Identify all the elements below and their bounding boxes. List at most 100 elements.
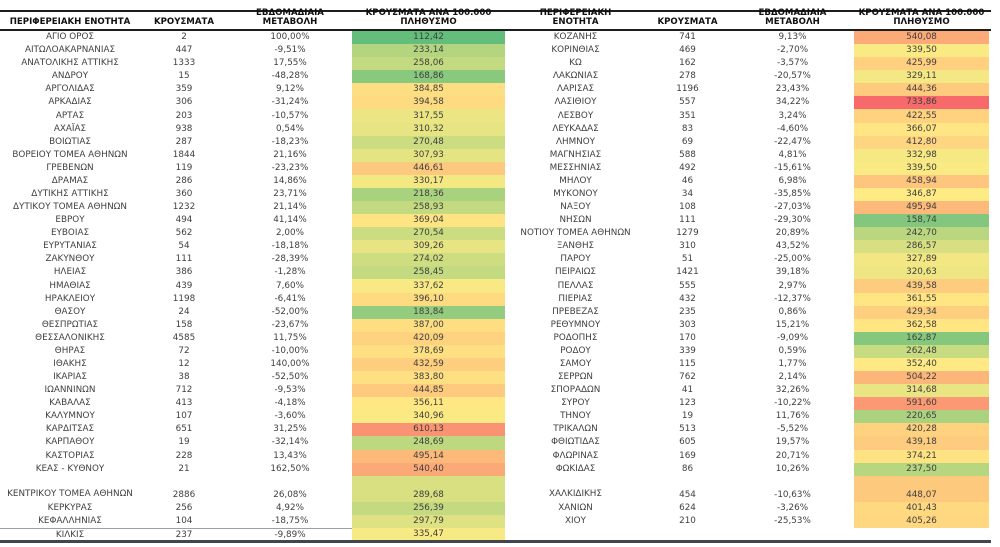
weekly-change-value: -3,60% [274,411,306,422]
cases-value: 256 [175,502,193,513]
weekly-change-value: -10,57% [271,110,309,121]
weekly-change-value: 34,22% [775,97,810,108]
table-row: ΛΑΚΩΝΙΑΣ 278 -20,57% 329,11 [507,70,991,84]
table-row: ΧΑΛΚΙΔΙΚΗΣ 454 -10,63% 448,07 [507,475,991,502]
cases-value: 83 [681,123,694,134]
table-row: ΣΥΡΟΥ 123 -10,22% 591,60 [507,397,991,411]
region-name: ΚΑΡΔΙΤΣΑΣ [45,424,95,435]
cases-per-100k-value: 495,94 [854,201,989,215]
region-name: ΕΒΡΟΥ [55,215,85,226]
cases-value: 115 [679,358,696,369]
cases-value: 228 [175,450,193,461]
cases-per-100k-value: 361,55 [854,292,989,306]
table-row: ΚΕΑΣ - ΚΥΘΝΟΥ 21 162,50% 540,40 [0,462,505,476]
cases-per-100k-value: 337,62 [352,279,505,293]
cases-per-100k-value: 220,65 [854,410,989,424]
table-row: ΔΡΑΜΑΣ 286 14,86% 330,17 [0,174,505,188]
region-name: ΚΩ [569,58,582,69]
weekly-change-value: 2,14% [778,372,807,383]
cases-value: 1196 [676,84,699,95]
cases-per-100k-value: 495,14 [352,449,505,463]
region-name: ΘΕΣΠΡΩΤΙΑΣ [41,319,99,330]
region-name: ΚΑΒΑΛΑΣ [49,398,91,409]
cases-per-100k-value: 289,68 [352,475,505,502]
cases-per-100k-value: 458,94 [854,174,989,188]
weekly-change-value: 14,86% [273,175,307,186]
region-name: ΖΑΚΥΝΘΟΥ [45,254,95,265]
region-name: ΚΕΝΤΡΙΚΟΥ ΤΟΜΕΑ ΑΘΗΝΩΝ [7,489,133,500]
region-name: ΚΙΛΚΙΣ [0,527,140,541]
cases-value: 21 [178,463,190,474]
region-name: ΘΑΣΟΥ [54,306,86,317]
table-row: ΠΕΙΡΑΙΩΣ 1421 39,18% 320,63 [507,266,991,280]
cases-per-100k-value: 237,50 [854,462,989,476]
cases-per-100k-value: 270,48 [352,135,505,149]
region-name: ΕΥΒΟΙΑΣ [50,228,90,239]
weekly-change-value: -18,23% [271,136,309,147]
cases-value: 562 [175,228,193,239]
table-row: ΕΒΡΟΥ 494 41,14% 369,04 [0,214,505,228]
cases-value: 624 [679,502,696,513]
weekly-change-value: -10,63% [774,489,811,500]
cases-value: 513 [679,424,696,435]
cases-per-100k-value: 274,02 [352,253,505,267]
region-name: ΝΗΣΩΝ [559,215,592,226]
cases-value: 588 [679,149,696,160]
weekly-change-value: -20,57% [774,71,811,82]
table-row: ΘΕΣΣΑΛΟΝΙΚΗΣ 4585 11,75% 420,09 [0,331,505,345]
cases-per-100k-value: 314,68 [854,384,989,398]
region-name: ΑΡΤΑΣ [55,110,85,121]
table-row: ΦΘΙΩΤΙΔΑΣ 605 19,57% 439,18 [507,436,991,450]
weekly-change-value: -10,00% [271,345,309,356]
cases-value: 158 [175,319,193,330]
region-name: ΣΕΡΡΩΝ [557,372,594,383]
cases-value: 104 [175,515,193,526]
header-underline-border [0,29,991,31]
table-row: ΛΑΡΙΣΑΣ 1196 23,43% 444,36 [507,83,991,97]
region-name: ΚΕΦΑΛΛΗΝΙΑΣ [38,515,102,526]
weekly-change-value: 6,98% [778,175,807,186]
cases-per-100k-value: 432,59 [352,357,505,372]
cases-value: 605 [679,437,696,448]
weekly-change-value: 11,76% [775,411,810,422]
cases-value: 4585 [172,332,196,343]
table-row: ΓΡΕΒΕΝΩΝ 119 -23,23% 446,61 [0,161,505,175]
weekly-change-value: 15,21% [775,319,810,330]
cases-value: 386 [175,267,193,278]
region-name: ΗΜΑΘΙΑΣ [49,280,91,291]
weekly-change-value: -6,41% [274,293,306,304]
region-name: ΤΗΝΟΥ [560,411,591,422]
cases-value: 413 [175,398,193,409]
region-name: ΤΡΙΚΑΛΩΝ [553,424,598,435]
table-top-border [0,10,991,12]
table-row: ΙΩΑΝΝΙΝΩΝ 712 -9,53% 444,85 [0,384,505,398]
region-name: ΕΥΡΥΤΑΝΙΑΣ [43,241,97,252]
cases-per-100k-value: 346,87 [854,187,989,202]
table-row: ΚΩ 162 -3,57% 425,99 [507,57,991,71]
region-name: ΚΕΡΚΥΡΑΣ [47,502,93,513]
region-name: ΠΡΕΒΕΖΑΣ [552,306,599,317]
cases-per-100k-value: 439,58 [854,279,989,293]
region-name: ΣΥΡΟΥ [561,398,590,409]
cases-per-100k-value: 396,10 [352,292,505,306]
table-row: ΙΚΑΡΙΑΣ 38 -52,50% 383,80 [0,371,505,385]
cases-value: 72 [178,345,190,356]
cases-value: 169 [679,450,696,461]
cases-per-100k-value: 258,06 [352,57,505,71]
region-name: ΚΟΖΑΝΗΣ [553,32,598,43]
table-row: ΚΑΡΠΑΘΟΥ 19 -32,14% 248,69 [0,436,505,450]
weekly-change-value: 7,60% [276,280,304,291]
table-row: ΚΕΡΚΥΡΑΣ 256 4,92% 256,39 [0,501,505,515]
table-row: ΚΟΖΑΝΗΣ 741 9,13% 540,08 [507,31,991,45]
region-name: ΔΡΑΜΑΣ [51,175,89,186]
cases-per-100k-value: 270,54 [352,227,505,241]
cases-per-100k-value: 112,42 [352,31,505,45]
region-name: ΑΝΔΡΟΥ [51,71,89,82]
region-name: ΠΑΡΟΥ [560,254,591,265]
region-name: ΧΑΝΙΩΝ [558,502,593,513]
cases-per-100k-value: 362,58 [854,318,989,332]
weekly-change-value: 9,12% [276,84,304,95]
region-name: ΑΡΚΑΔΙΑΣ [48,97,92,108]
cases-value: 741 [679,32,696,43]
cases-value: 1232 [172,202,196,213]
